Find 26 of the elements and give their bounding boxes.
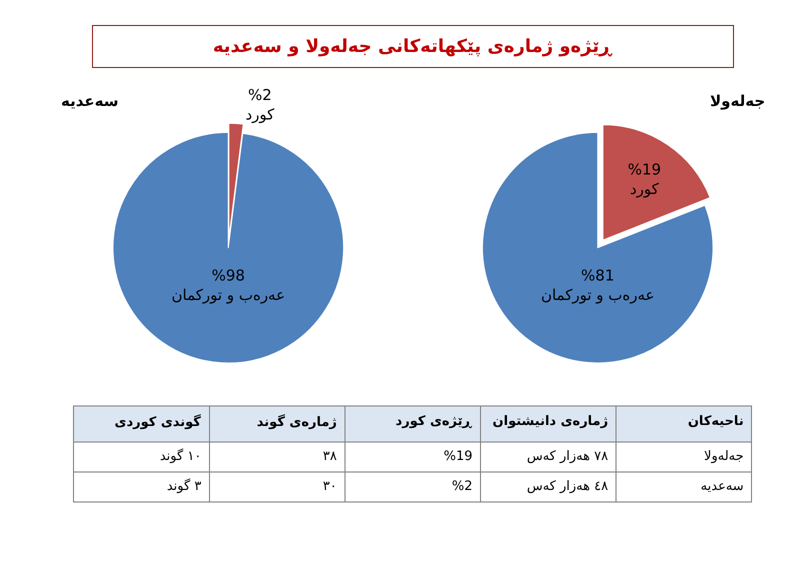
data-label: %19 [628, 160, 662, 178]
data-label: %81 [581, 266, 614, 284]
chart-title: جەلەولا [710, 92, 766, 110]
text: ٧٨ هەزار کەس [526, 448, 608, 464]
slice-label: کورد [630, 180, 660, 198]
text: ڕێژەو ژمارەی پێکهاتەکانی جەلەولا و سەعدیە [212, 36, 614, 57]
text: ژمارەی گوند [256, 414, 337, 430]
text: %19 [444, 448, 472, 464]
text: ژمارەی دانیشتوان [492, 414, 608, 430]
slice-label: عەرەب و تورکمان [540, 286, 655, 304]
text: ٤٨ هەزار کەس [526, 478, 608, 494]
chart-title: سەعدیە [61, 92, 118, 110]
text: ٣ گوند [166, 478, 202, 494]
text: جەلەولا [704, 448, 744, 464]
text: %2 [452, 478, 472, 494]
text: سەعدیە [700, 478, 744, 494]
text: ٣٠ [322, 478, 337, 494]
text: ناحیەکان [688, 414, 744, 430]
slice-label: کورد [245, 106, 276, 124]
text: ٣٨ [322, 448, 337, 464]
text: گوندی کوردی [114, 414, 202, 430]
text: ڕێژەی کورد [396, 414, 472, 430]
text: ١٠ گوند [160, 448, 202, 464]
slice-label: عەرەب و تورکمان [171, 286, 286, 304]
data-label: %98 [212, 266, 245, 284]
data-label: %2 [248, 86, 272, 104]
